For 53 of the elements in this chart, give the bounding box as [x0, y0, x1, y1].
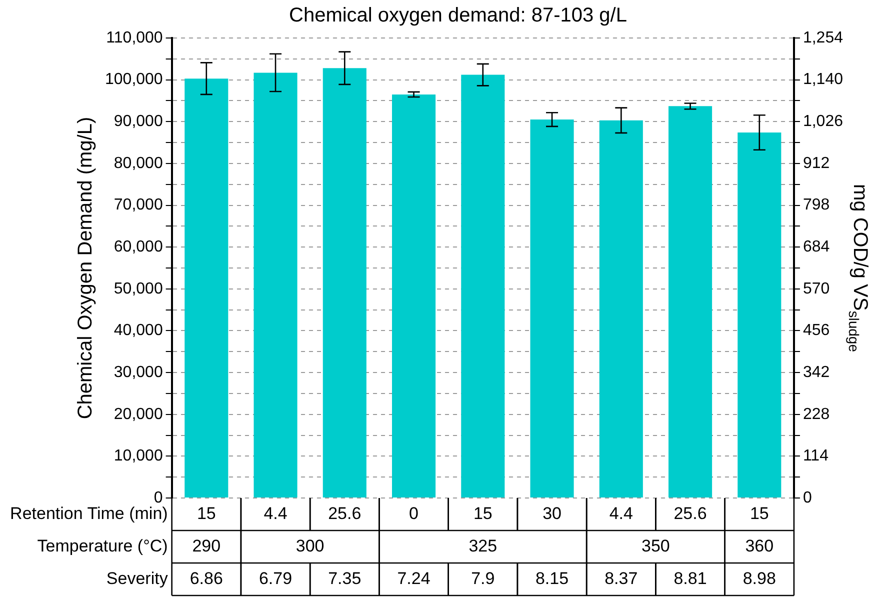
- text: 7.9: [471, 568, 495, 588]
- text: 8.15: [535, 568, 569, 588]
- y2-tick-label: 228: [802, 406, 830, 423]
- y-tick-label: 60,000: [114, 238, 163, 256]
- y2-tick-label: 1,254: [802, 29, 844, 46]
- y2-tick-label: 1,026: [802, 113, 844, 130]
- text: 325: [468, 536, 498, 556]
- text: 8.98: [742, 568, 776, 588]
- text: 7.24: [397, 568, 430, 588]
- text: 360: [745, 536, 774, 556]
- text: 350: [642, 536, 670, 556]
- text: Temperature (°C): [37, 536, 168, 556]
- y-tick-label: 70,000: [114, 196, 163, 214]
- y-tick-label: 0: [154, 489, 163, 506]
- x-tick-label: 4.4: [609, 504, 633, 523]
- y2-tick-label: 114: [802, 448, 829, 465]
- y-tick-label: 80,000: [114, 154, 163, 172]
- y2-axis-title: mg COD/g VSsludge: [846, 184, 871, 352]
- y2-tick-label: 912: [802, 154, 830, 172]
- y-tick-label: 90,000: [114, 113, 163, 130]
- y-tick-label: 100,000: [104, 71, 163, 88]
- text: Retention Time (min): [10, 504, 168, 523]
- x-tick-label: 15: [196, 504, 216, 523]
- y-axis-title: Chemical Oxygen Demand (mg/L): [74, 116, 97, 420]
- y-tick-label: 10,000: [114, 448, 163, 465]
- y2-tick-label: 0: [802, 489, 812, 506]
- y-tick-label: 40,000: [114, 322, 163, 340]
- text: 290: [192, 536, 221, 556]
- text: 300: [296, 536, 324, 556]
- chart-title: Chemical oxygen demand: 87-103 g/L: [289, 4, 627, 27]
- y2-tick-label: 684: [802, 238, 830, 256]
- text: 8.81: [674, 568, 707, 588]
- x-tick-label: 25.6: [328, 504, 362, 523]
- x-tick-label: 15: [750, 504, 769, 523]
- text: 8.37: [604, 568, 638, 588]
- y-tick-label: 30,000: [114, 364, 163, 381]
- y-tick-label: 50,000: [114, 280, 163, 298]
- y-tick-label: 20,000: [114, 406, 163, 423]
- y2-tick-label: 570: [802, 280, 830, 298]
- y2-tick-label: 798: [802, 196, 830, 214]
- y2-tick-label: 456: [802, 322, 830, 340]
- x-tick-label: 4.4: [264, 504, 288, 523]
- y2-tick-label: 342: [802, 364, 830, 381]
- x-tick-label: 15: [473, 504, 492, 523]
- text: 7.35: [328, 568, 362, 588]
- y-tick-label: 110,000: [106, 29, 163, 46]
- x-tick-label: 30: [542, 504, 562, 523]
- y2-tick-label: 1,140: [802, 71, 844, 88]
- text: Severity: [106, 568, 168, 588]
- x-tick-label: 0: [409, 504, 419, 523]
- text: 6.79: [258, 568, 292, 588]
- x-tick-label: 25.6: [674, 504, 707, 523]
- text: 6.86: [190, 568, 223, 588]
